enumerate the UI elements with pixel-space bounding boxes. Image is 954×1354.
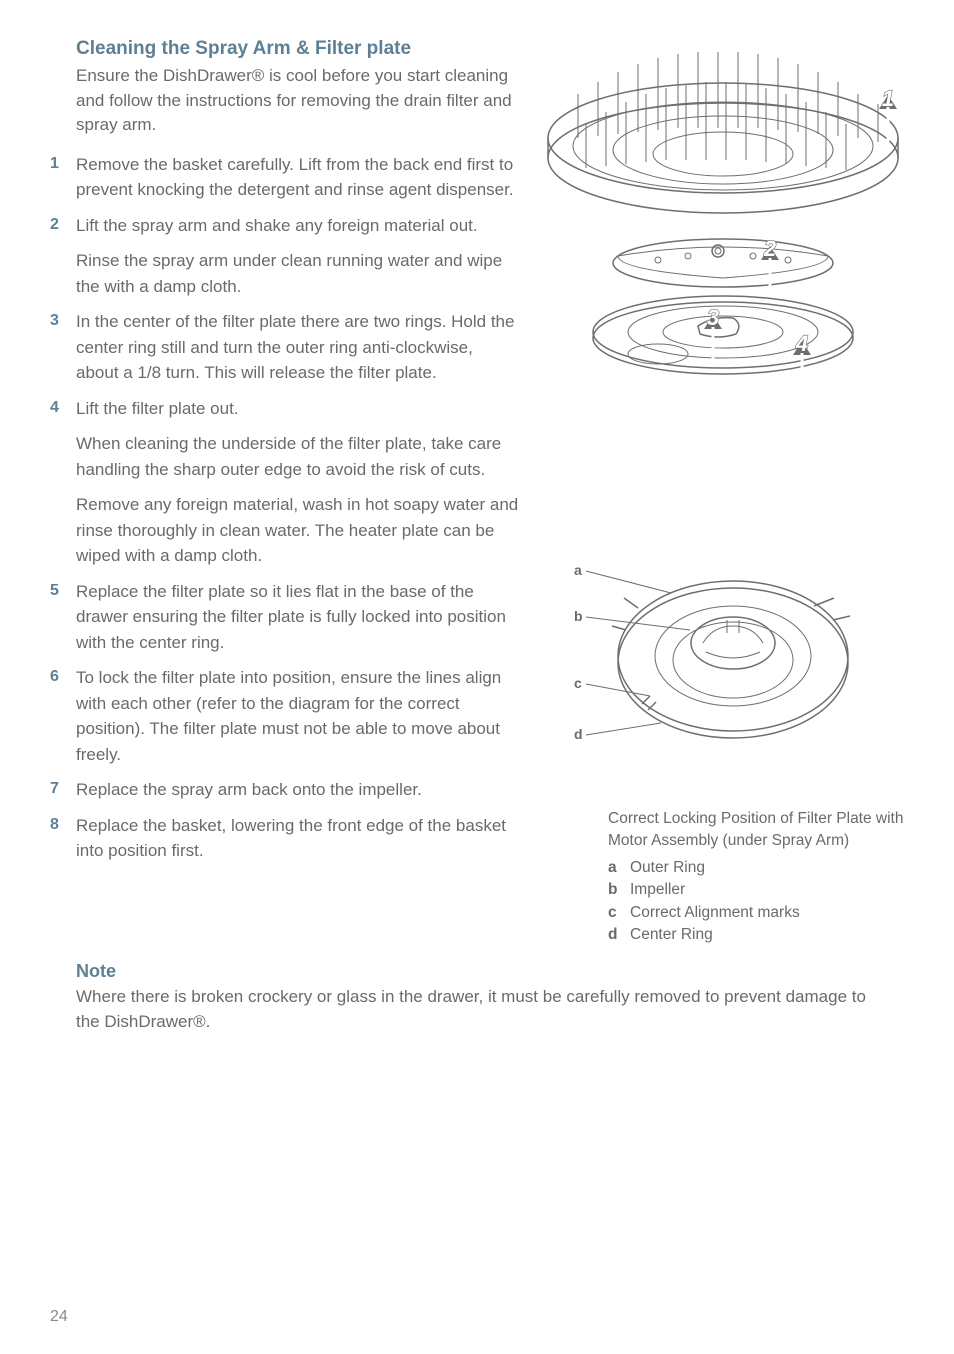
step-number: 2 — [50, 213, 76, 300]
step-item: 1Remove the basket carefully. Lift from … — [50, 152, 520, 203]
section-title: Cleaning the Spray Arm & Filter plate — [76, 38, 520, 60]
step-number: 4 — [50, 396, 76, 569]
right-column: 1 2 3 4 — [538, 38, 918, 947]
step-number: 6 — [50, 665, 76, 767]
svg-text:2: 2 — [763, 236, 777, 261]
svg-text:a: a — [574, 562, 582, 578]
step-item: 3In the center of the filter plate there… — [50, 309, 520, 386]
caption-title: Correct Locking Position of Filter Plate… — [608, 808, 918, 853]
step-item: 5Replace the filter plate so it lies fla… — [50, 579, 520, 656]
step-text: Lift the spray arm and shake any foreign… — [76, 213, 520, 239]
step-number: 3 — [50, 309, 76, 386]
step-item: 7Replace the spray arm back onto the imp… — [50, 777, 520, 803]
left-column: Cleaning the Spray Arm & Filter plate En… — [50, 38, 520, 947]
note-block: Note Where there is broken crockery or g… — [76, 961, 894, 1035]
figure-2-caption: Correct Locking Position of Filter Plate… — [608, 808, 918, 947]
legend-text: Center Ring — [630, 924, 918, 946]
step-item: 2Lift the spray arm and shake any foreig… — [50, 213, 520, 300]
legend-key: d — [608, 924, 630, 946]
step-text: Lift the filter plate out. — [76, 396, 520, 422]
legend-item: dCenter Ring — [608, 924, 918, 946]
legend-key: a — [608, 857, 630, 879]
legend-text: Impeller — [630, 879, 918, 901]
note-title: Note — [76, 961, 894, 982]
step-number: 7 — [50, 777, 76, 803]
legend-item: cCorrect Alignment marks — [608, 902, 918, 924]
legend-item: aOuter Ring — [608, 857, 918, 879]
step-item: 6To lock the filter plate into position,… — [50, 665, 520, 767]
legend-text: Correct Alignment marks — [630, 902, 918, 924]
step-text: In the center of the filter plate there … — [76, 309, 520, 386]
figure-1: 1 2 3 4 — [538, 38, 918, 398]
step-text: When cleaning the underside of the filte… — [76, 431, 520, 482]
step-text: Replace the basket, lowering the front e… — [76, 813, 520, 864]
note-body: Where there is broken crockery or glass … — [76, 984, 894, 1035]
svg-text:b: b — [574, 608, 583, 624]
figure-2: a b c d — [538, 548, 918, 778]
intro-paragraph: Ensure the DishDrawer® is cool before yo… — [76, 64, 520, 138]
exploded-view-diagram: 1 2 3 4 — [538, 38, 918, 398]
step-text: To lock the filter plate into position, … — [76, 665, 520, 767]
legend-item: bImpeller — [608, 879, 918, 901]
step-text: Replace the filter plate so it lies flat… — [76, 579, 520, 656]
step-number: 5 — [50, 579, 76, 656]
spacer — [538, 398, 918, 548]
svg-text:4: 4 — [795, 331, 808, 356]
legend-key: c — [608, 902, 630, 924]
steps-list: 1Remove the basket carefully. Lift from … — [50, 152, 520, 864]
legend-text: Outer Ring — [630, 857, 918, 879]
step-item: 4Lift the filter plate out. When cleaning… — [50, 396, 520, 569]
step-text: Replace the spray arm back onto the impe… — [76, 777, 520, 803]
svg-text:3: 3 — [707, 305, 719, 330]
step-item: 8Replace the basket, lowering the front … — [50, 813, 520, 864]
svg-text:1: 1 — [882, 86, 894, 111]
svg-text:d: d — [574, 726, 583, 742]
step-number: 1 — [50, 152, 76, 203]
step-text: Rinse the spray arm under clean running … — [76, 248, 520, 299]
legend-key: b — [608, 879, 630, 901]
main-content: Cleaning the Spray Arm & Filter plate En… — [50, 38, 894, 947]
step-text: Remove the basket carefully. Lift from t… — [76, 152, 520, 203]
locking-position-diagram: a b c d — [538, 548, 868, 778]
page-number: 24 — [50, 1308, 68, 1326]
step-text: Remove any foreign material, wash in hot… — [76, 492, 520, 569]
svg-text:c: c — [574, 675, 582, 691]
step-number: 8 — [50, 813, 76, 864]
legend-list: aOuter Ring bImpeller cCorrect Alignment… — [608, 857, 918, 947]
